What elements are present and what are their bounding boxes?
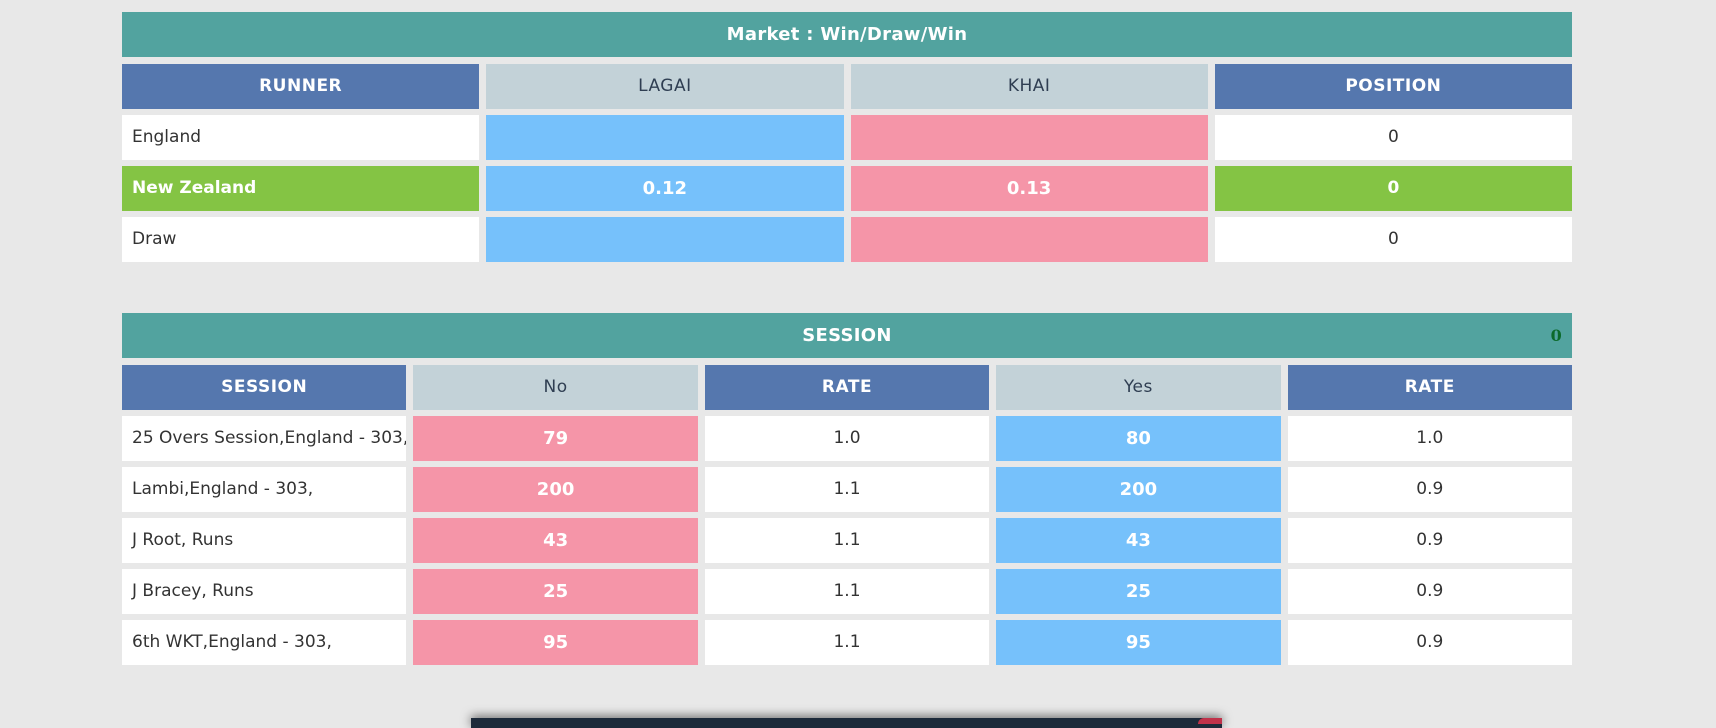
no-rate: 1.1 xyxy=(704,518,990,563)
runner-position: 0 xyxy=(1214,166,1572,211)
header-session: SESSION xyxy=(122,365,407,410)
no-rate: 1.1 xyxy=(704,620,990,665)
khai-odds-button[interactable]: 0.13 xyxy=(850,166,1208,211)
header-lagai: LAGAI xyxy=(486,64,844,109)
market-title-bar: Market : Win/Draw/Win xyxy=(122,12,1572,57)
bottom-panel-edge xyxy=(471,718,1222,728)
market-panel: Market : Win/Draw/Win RUNNER LAGAI KHAI … xyxy=(122,12,1572,262)
header-no: No xyxy=(413,365,698,410)
no-rate: 1.1 xyxy=(704,569,990,614)
market-title: Market : Win/Draw/Win xyxy=(726,24,968,45)
khai-odds-button[interactable] xyxy=(850,217,1208,262)
no-odds-button[interactable]: 43 xyxy=(413,518,698,563)
session-table: SESSION No RATE Yes RATE 25 Overs Sessio… xyxy=(122,365,1572,665)
session-name: J Root, Runs xyxy=(122,518,407,563)
yes-rate: 0.9 xyxy=(1287,620,1572,665)
no-odds-button[interactable]: 25 xyxy=(413,569,698,614)
session-name: Lambi,England - 303, xyxy=(122,467,407,512)
no-odds-button[interactable]: 79 xyxy=(413,416,698,461)
runner-position: 0 xyxy=(1214,217,1572,262)
no-odds-button[interactable]: 200 xyxy=(413,467,698,512)
yes-odds-button[interactable]: 95 xyxy=(996,620,1281,665)
yes-rate: 0.9 xyxy=(1287,569,1572,614)
header-no-rate: RATE xyxy=(704,365,990,410)
no-rate: 1.0 xyxy=(704,416,990,461)
header-runner: RUNNER xyxy=(122,64,480,109)
lagai-odds-button[interactable] xyxy=(486,115,844,160)
yes-rate: 0.9 xyxy=(1287,467,1572,512)
yes-odds-button[interactable]: 80 xyxy=(996,416,1281,461)
header-yes-rate: RATE xyxy=(1287,365,1572,410)
session-name: J Bracey, Runs xyxy=(122,569,407,614)
header-position: POSITION xyxy=(1214,64,1572,109)
bottom-panel-accent xyxy=(1198,718,1222,724)
no-rate: 1.1 xyxy=(704,467,990,512)
market-table: RUNNER LAGAI KHAI POSITION England 0 New… xyxy=(122,64,1572,262)
runner-position: 0 xyxy=(1214,115,1572,160)
session-panel: SESSION 0 SESSION No RATE Yes RATE 25 Ov… xyxy=(122,313,1572,665)
session-name: 6th WKT,England - 303, xyxy=(122,620,407,665)
runner-name: England xyxy=(122,115,480,160)
runner-name: New Zealand xyxy=(122,166,480,211)
yes-rate: 0.9 xyxy=(1287,518,1572,563)
lagai-odds-button[interactable]: 0.12 xyxy=(486,166,844,211)
runner-name: Draw xyxy=(122,217,480,262)
session-count: 0 xyxy=(1550,326,1562,345)
yes-odds-button[interactable]: 25 xyxy=(996,569,1281,614)
header-yes: Yes xyxy=(996,365,1281,410)
session-title: SESSION xyxy=(802,325,892,346)
khai-odds-button[interactable] xyxy=(850,115,1208,160)
yes-odds-button[interactable]: 200 xyxy=(996,467,1281,512)
lagai-odds-button[interactable] xyxy=(486,217,844,262)
yes-odds-button[interactable]: 43 xyxy=(996,518,1281,563)
yes-rate: 1.0 xyxy=(1287,416,1572,461)
header-khai: KHAI xyxy=(850,64,1208,109)
session-name: 25 Overs Session,England - 303, xyxy=(122,416,407,461)
no-odds-button[interactable]: 95 xyxy=(413,620,698,665)
session-title-bar: SESSION 0 xyxy=(122,313,1572,358)
